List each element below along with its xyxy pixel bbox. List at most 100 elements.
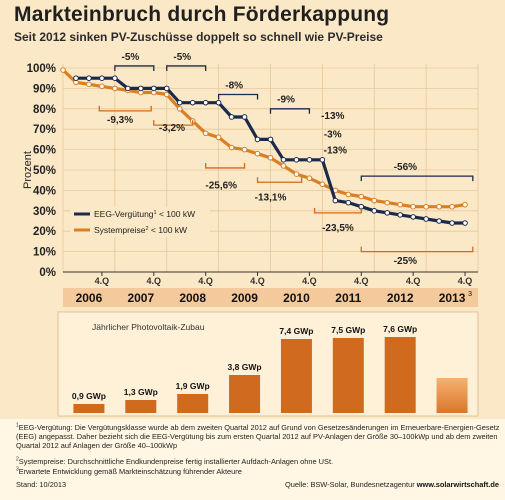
systempreise-point (163, 91, 170, 98)
eeg-verguetung-point (163, 85, 170, 92)
eeg-verguetung-point (176, 99, 183, 106)
annotation: -3% (324, 129, 342, 140)
page-title: Markteinbruch durch Förderkappung (14, 3, 390, 26)
systempreise-point (293, 171, 300, 177)
systempreise-point (423, 203, 429, 210)
y-axis-label: Prozent (22, 151, 34, 189)
source-url[interactable]: www.solarwirtschaft.de (416, 480, 499, 489)
annotation: -13% (321, 111, 344, 122)
systempreise-point (319, 181, 326, 188)
x-year-label: 2012 (387, 291, 414, 305)
annotation: -3,2% (153, 120, 194, 134)
systempreise-point (228, 144, 235, 151)
bar-value-label: 7,4 GWp (279, 326, 313, 336)
x-quarter-label: 4.Q (95, 276, 110, 286)
annotation-label: -9% (277, 95, 295, 106)
systempreise-point (241, 146, 248, 153)
stand-date: Stand: 10/2013 (16, 480, 67, 489)
eeg-verguetung-point (202, 99, 209, 106)
bar (177, 394, 209, 413)
annotation-label: -5% (122, 52, 140, 63)
annotation-bracket (153, 120, 194, 126)
annotation-bracket (166, 65, 207, 71)
systempreise-point (267, 154, 274, 161)
eeg-verguetung-point (345, 199, 352, 206)
bar (229, 375, 261, 413)
chart-canvas: 0% 10% 20% 30% 40% 50% 60% 70% 80% 90% 100% Prozent… (22, 52, 479, 417)
annotation-label: -13% (324, 146, 347, 157)
eeg-verguetung-point (125, 85, 131, 92)
annotation-bracket (114, 65, 155, 71)
eeg-verguetung-point (384, 210, 391, 216)
annotation: -23,5% (313, 207, 362, 234)
eeg-verguetung-point (189, 99, 196, 106)
systempreise-point (449, 203, 455, 210)
eeg-verguetung-point (371, 208, 378, 214)
systempreise-point (280, 163, 287, 169)
systempreise-point (397, 201, 403, 208)
annotation: -56% (360, 162, 474, 182)
eeg-verguetung-point (319, 157, 326, 163)
annotation-label: -9,3% (107, 115, 133, 126)
x-year-label: 2013 (439, 291, 466, 305)
eeg-verguetung-point (306, 157, 313, 163)
eeg-verguetung-point (280, 157, 287, 163)
y-tick-label: 100% (27, 63, 56, 75)
bar (73, 404, 105, 413)
x-quarter-label: 4.Q (147, 276, 162, 286)
eeg-verguetung-point (332, 197, 339, 204)
bar-chart-title: Jährlicher Photovoltaik-Zubau (92, 322, 205, 332)
x-quarter-label: 4.Q (198, 276, 213, 286)
y-tick-label: 30% (33, 206, 56, 218)
systempreise-point (371, 197, 378, 204)
eeg-verguetung-point (241, 114, 248, 120)
systempreise-point (384, 199, 391, 206)
eeg-verguetung-point (112, 75, 118, 81)
annotation-label: -56% (394, 162, 417, 173)
x-year-label: 2008 (179, 291, 206, 305)
y-tick-label: 60% (33, 145, 56, 157)
footnote-3: 3Erwartete Entwicklung gemäß Markteinsch… (16, 466, 242, 476)
bar (125, 400, 157, 413)
systempreise-point (176, 106, 183, 112)
annotation-bracket (256, 177, 303, 183)
annotation: -5% (114, 52, 155, 71)
annotation: -13,1% (255, 177, 303, 204)
annotation-label: -5% (173, 52, 191, 63)
eeg-verguetung-point (86, 75, 92, 81)
systempreise-point (215, 134, 222, 141)
annotation-label: -25,6% (205, 180, 237, 191)
year-band (63, 288, 478, 307)
bar (280, 339, 312, 413)
eeg-verguetung-point (449, 220, 455, 226)
y-tick-label: 70% (33, 124, 56, 136)
systempreise-point (462, 201, 468, 208)
bar-value-label: 3,8 GWp (228, 362, 262, 372)
systempreise-point (60, 67, 66, 73)
annotation: -25% (360, 246, 474, 267)
legend-label-eeg: EEG-Vergütung1 < 100 kW (94, 209, 195, 219)
bar-value-label: 0,9 GWp (72, 391, 106, 401)
x-quarter-label: 4.Q (302, 276, 317, 286)
x-quarter-label: 4.Q (458, 276, 473, 286)
bar (384, 337, 416, 413)
annotation: -9% (269, 95, 311, 114)
annotation-bracket (205, 162, 246, 169)
eeg-verguetung-point (150, 85, 157, 92)
y-tick-label: 0% (39, 267, 56, 279)
bar-value-label: 7,5 GWp (331, 325, 365, 335)
annotation-bracket (269, 108, 311, 114)
eeg-verguetung-point (462, 220, 468, 226)
eeg-verguetung-point (410, 214, 416, 220)
annotation-bracket (313, 207, 362, 214)
systempreise-point (202, 130, 209, 137)
eeg-verguetung-point (228, 114, 235, 120)
systempreise-point (306, 175, 313, 181)
systempreise-point (99, 83, 105, 90)
annotation: -13% (324, 146, 347, 157)
page-subtitle: Seit 2012 sinken PV-Zuschüsse doppelt so… (14, 30, 383, 44)
annotation-bracket (217, 93, 259, 100)
annotation-bracket (360, 175, 474, 182)
y-tick-label: 90% (33, 83, 56, 95)
